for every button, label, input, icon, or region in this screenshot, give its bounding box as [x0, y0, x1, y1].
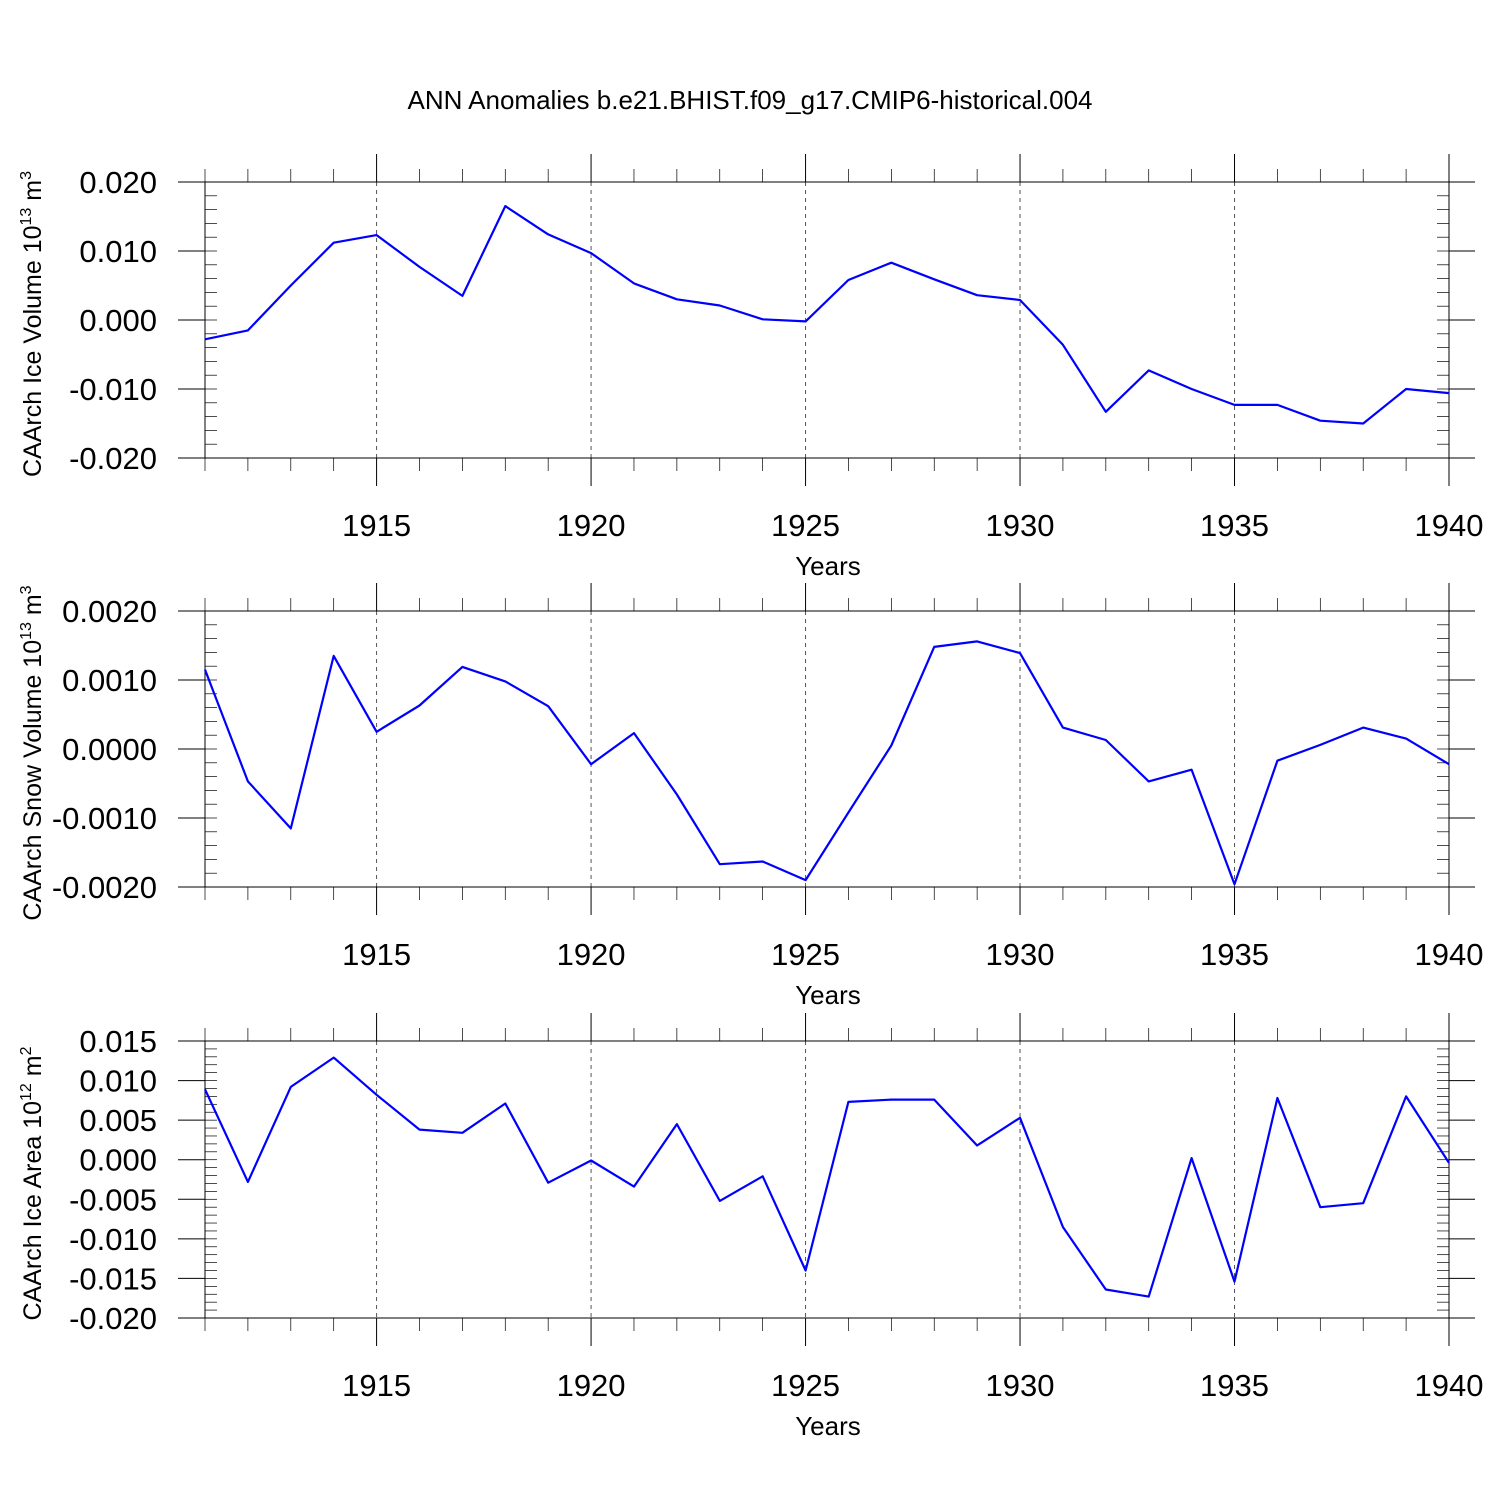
x-tick-label: 1940 — [1415, 1368, 1484, 1403]
x-tick-label: 1935 — [1200, 937, 1269, 972]
y-tick-label: 0.010 — [79, 234, 157, 269]
y-tick-label: 0.005 — [79, 1103, 157, 1138]
y-tick-label: -0.020 — [69, 441, 157, 476]
y-tick-label: -0.010 — [69, 372, 157, 407]
x-tick-label: 1915 — [342, 508, 411, 543]
x-tick-label: 1920 — [557, 937, 626, 972]
x-tick-label: 1935 — [1200, 508, 1269, 543]
y-tick-label: 0.000 — [79, 1143, 157, 1178]
y-axis-title: CAArch Ice Area 1012 m2 — [18, 1046, 47, 1320]
x-axis-title: Years — [795, 551, 861, 581]
figure-title: ANN Anomalies b.e21.BHIST.f09_g17.CMIP6-… — [407, 85, 1092, 115]
x-tick-label: 1935 — [1200, 1368, 1269, 1403]
y-tick-label: 0.010 — [79, 1064, 157, 1099]
y-tick-label: -0.0010 — [52, 801, 157, 836]
series-line — [203, 640, 1450, 886]
y-axis-title: CAArch Snow Volume 1013 m3 — [18, 585, 47, 920]
x-tick-label: 1915 — [342, 1368, 411, 1403]
x-tick-label: 1940 — [1415, 508, 1484, 543]
x-tick-label: 1930 — [986, 508, 1055, 543]
chart-panel-3: -0.020 -0.015 -0.010 -0.005 0.000 0.005 0.010 0… — [18, 1013, 1483, 1441]
y-tick-label: -0.0020 — [52, 870, 157, 905]
y-tick-label: 0.020 — [79, 165, 157, 200]
x-axis-title: Years — [795, 980, 861, 1010]
y-tick-label: -0.005 — [69, 1182, 157, 1217]
y-tick-label: 0.0020 — [62, 594, 157, 629]
x-tick-label: 1930 — [986, 937, 1055, 972]
series-line — [204, 205, 1450, 425]
y-tick-label: 0.0000 — [62, 732, 157, 767]
y-tick-label: 0.0010 — [62, 663, 157, 698]
chart-panel-2: -0.0020 -0.0010 0.0000 0.0010 0.0020 1915 1920… — [18, 583, 1483, 1010]
x-tick-label: 1930 — [986, 1368, 1055, 1403]
y-tick-label: -0.010 — [69, 1222, 157, 1257]
x-tick-label: 1940 — [1415, 937, 1484, 972]
x-tick-label: 1925 — [771, 1368, 840, 1403]
series-line — [204, 1056, 1450, 1298]
x-axis-title: Years — [795, 1411, 861, 1441]
x-tick-label: 1925 — [771, 508, 840, 543]
x-tick-label: 1920 — [557, 1368, 626, 1403]
y-tick-label: -0.020 — [69, 1301, 157, 1336]
chart-panel-1: -0.020 -0.010 0.000 0.010 0.020 1915 1920 1925 1… — [18, 154, 1483, 581]
panels: -0.020 -0.010 0.000 0.010 0.020 1915 1920 1925 1… — [18, 154, 1483, 1441]
y-tick-label: 0.000 — [79, 303, 157, 338]
y-tick-label: 0.015 — [79, 1024, 157, 1059]
x-tick-label: 1915 — [342, 937, 411, 972]
y-axis-title: CAArch Ice Volume 1013 m3 — [18, 171, 47, 477]
x-tick-label: 1925 — [771, 937, 840, 972]
y-tick-label: -0.015 — [69, 1261, 157, 1296]
x-tick-label: 1920 — [557, 508, 626, 543]
